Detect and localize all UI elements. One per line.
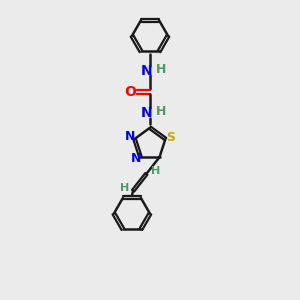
- Text: H: H: [151, 166, 160, 176]
- Text: N: N: [141, 64, 152, 78]
- Text: H: H: [156, 63, 166, 76]
- Text: N: N: [131, 152, 141, 165]
- Text: S: S: [166, 131, 175, 144]
- Text: H: H: [120, 183, 129, 193]
- Text: N: N: [141, 106, 152, 120]
- Text: H: H: [156, 105, 166, 118]
- Text: O: O: [124, 85, 136, 99]
- Text: N: N: [125, 130, 136, 143]
